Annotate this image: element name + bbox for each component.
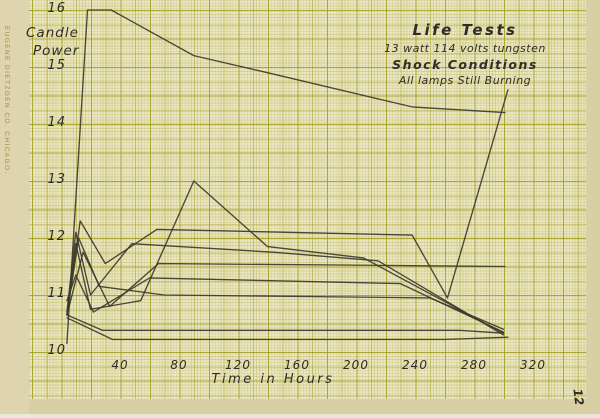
x-axis-title: Time in Hours (211, 372, 335, 387)
paper-brand-text: EUGENE DIETZGEN CO. CHICAGO. (3, 26, 10, 175)
page-number: 12 (570, 387, 587, 407)
chart-subtitle-spec: 13 watt 114 volts tungsten (384, 42, 546, 55)
y-tick-label: 16 (47, 1, 66, 16)
x-tick-label: 120 (225, 358, 251, 372)
x-tick-label: 200 (343, 358, 369, 372)
y-tick-label: 13 (47, 172, 66, 187)
chart-subtitle-conditions: Shock Conditions (392, 57, 538, 72)
paper-left-margin (0, 0, 29, 418)
y-tick-label: 14 (47, 115, 66, 130)
y-axis-title-line1: Candle (26, 25, 79, 41)
y-tick-label: 11 (47, 286, 66, 301)
chart-title-block: Life Tests 13 watt 114 volts tungsten Sh… (372, 21, 558, 87)
x-tick-label: 240 (402, 358, 428, 372)
x-tick-label: 160 (284, 358, 310, 372)
x-tick-label: 280 (461, 358, 487, 372)
y-axis-title-line2: Power (33, 43, 80, 59)
x-tick-label: 320 (520, 358, 546, 372)
y-axis-title: Candle Power (26, 24, 86, 60)
x-tick-label: 40 (111, 358, 129, 372)
chart-subtitle-status: All lamps Still Burning (398, 74, 532, 87)
chart-title: Life Tests (412, 21, 518, 39)
y-tick-label: 15 (47, 58, 66, 73)
y-tick-label: 10 (47, 343, 66, 358)
y-tick-label: 12 (47, 229, 66, 244)
x-tick-label: 80 (170, 358, 188, 372)
